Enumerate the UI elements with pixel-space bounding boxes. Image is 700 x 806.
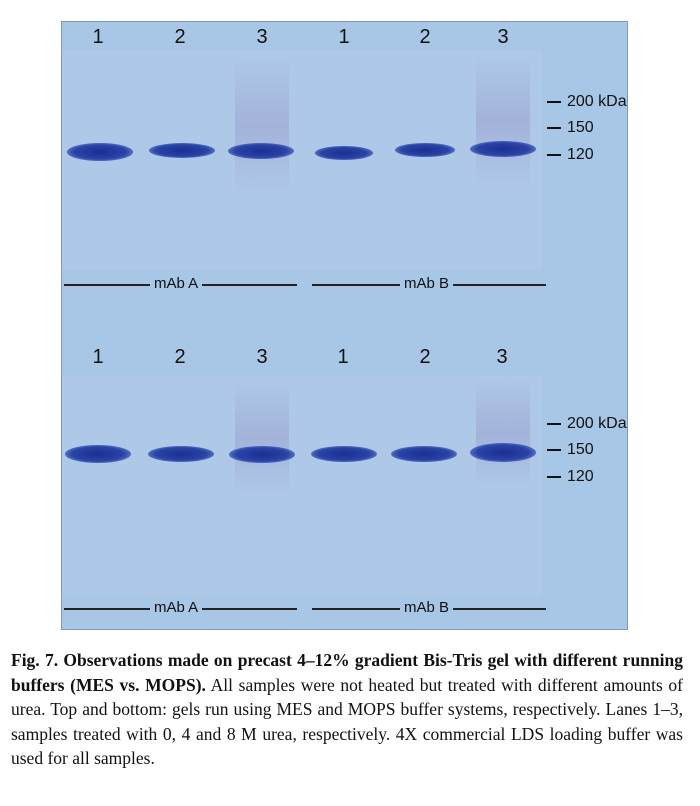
protein-band	[391, 446, 457, 462]
lane-label: 3	[497, 26, 509, 48]
protein-band	[149, 143, 215, 158]
marker-label: 150	[567, 441, 594, 458]
protein-band	[65, 445, 131, 463]
protein-band	[470, 141, 536, 157]
marker-label: 120	[567, 468, 594, 485]
gel-area	[62, 50, 542, 270]
smear	[476, 378, 530, 488]
protein-band	[315, 146, 373, 160]
smear	[476, 54, 530, 189]
lane-label: 2	[419, 346, 431, 368]
protein-band	[311, 446, 377, 462]
marker-tick	[547, 423, 561, 425]
group-label-mab-a: mAb A	[150, 599, 203, 616]
marker-tick	[547, 449, 561, 451]
lane-label: 1	[338, 26, 350, 48]
marker-label: 120	[567, 146, 594, 163]
group-label-mab-b: mAb B	[400, 275, 454, 292]
lane-numbers: 1 2 3 1 2 3	[62, 344, 627, 372]
smear	[235, 56, 289, 196]
smear	[235, 380, 289, 495]
protein-band	[67, 143, 133, 161]
caption-text: All samples were not heated but treated …	[11, 674, 683, 769]
marker-label: 200 kDa	[567, 415, 627, 432]
lane-label: 3	[496, 346, 508, 368]
protein-band	[229, 446, 295, 463]
top-gel: 1 2 3 1 2 3 200 kDa 150 120 mAb A mAb B	[62, 22, 627, 327]
marker-label: 150	[567, 119, 594, 136]
marker-tick	[547, 127, 561, 129]
figure-caption: Fig. 7. Observations made on precast 4–1…	[11, 648, 683, 771]
bottom-gel: 1 2 3 1 2 3 200 kDa 150 120 mAb A mAb B	[62, 344, 627, 631]
lane-label: 1	[92, 26, 104, 48]
lane-numbers: 1 2 3 1 2 3	[62, 22, 627, 50]
gel-figure: 1 2 3 1 2 3 200 kDa 150 120 mAb A mAb B	[61, 21, 628, 630]
protein-band	[228, 143, 294, 159]
lane-label: 2	[174, 26, 186, 48]
lane-label: 1	[92, 346, 104, 368]
lane-label: 3	[256, 26, 268, 48]
group-label-mab-b: mAb B	[400, 599, 454, 616]
protein-band	[470, 443, 536, 462]
lane-label: 1	[337, 346, 349, 368]
caption-title: Fig. 7. Observations made on precast 4–1…	[11, 650, 683, 695]
marker-tick	[547, 154, 561, 156]
lane-label: 2	[174, 346, 186, 368]
marker-tick	[547, 476, 561, 478]
group-label-mab-a: mAb A	[150, 275, 203, 292]
lane-label: 2	[419, 26, 431, 48]
lane-label: 3	[256, 346, 268, 368]
protein-band	[148, 446, 214, 462]
marker-label: 200 kDa	[567, 93, 627, 110]
protein-band	[395, 143, 455, 157]
marker-tick	[547, 101, 561, 103]
gel-area	[62, 376, 542, 596]
